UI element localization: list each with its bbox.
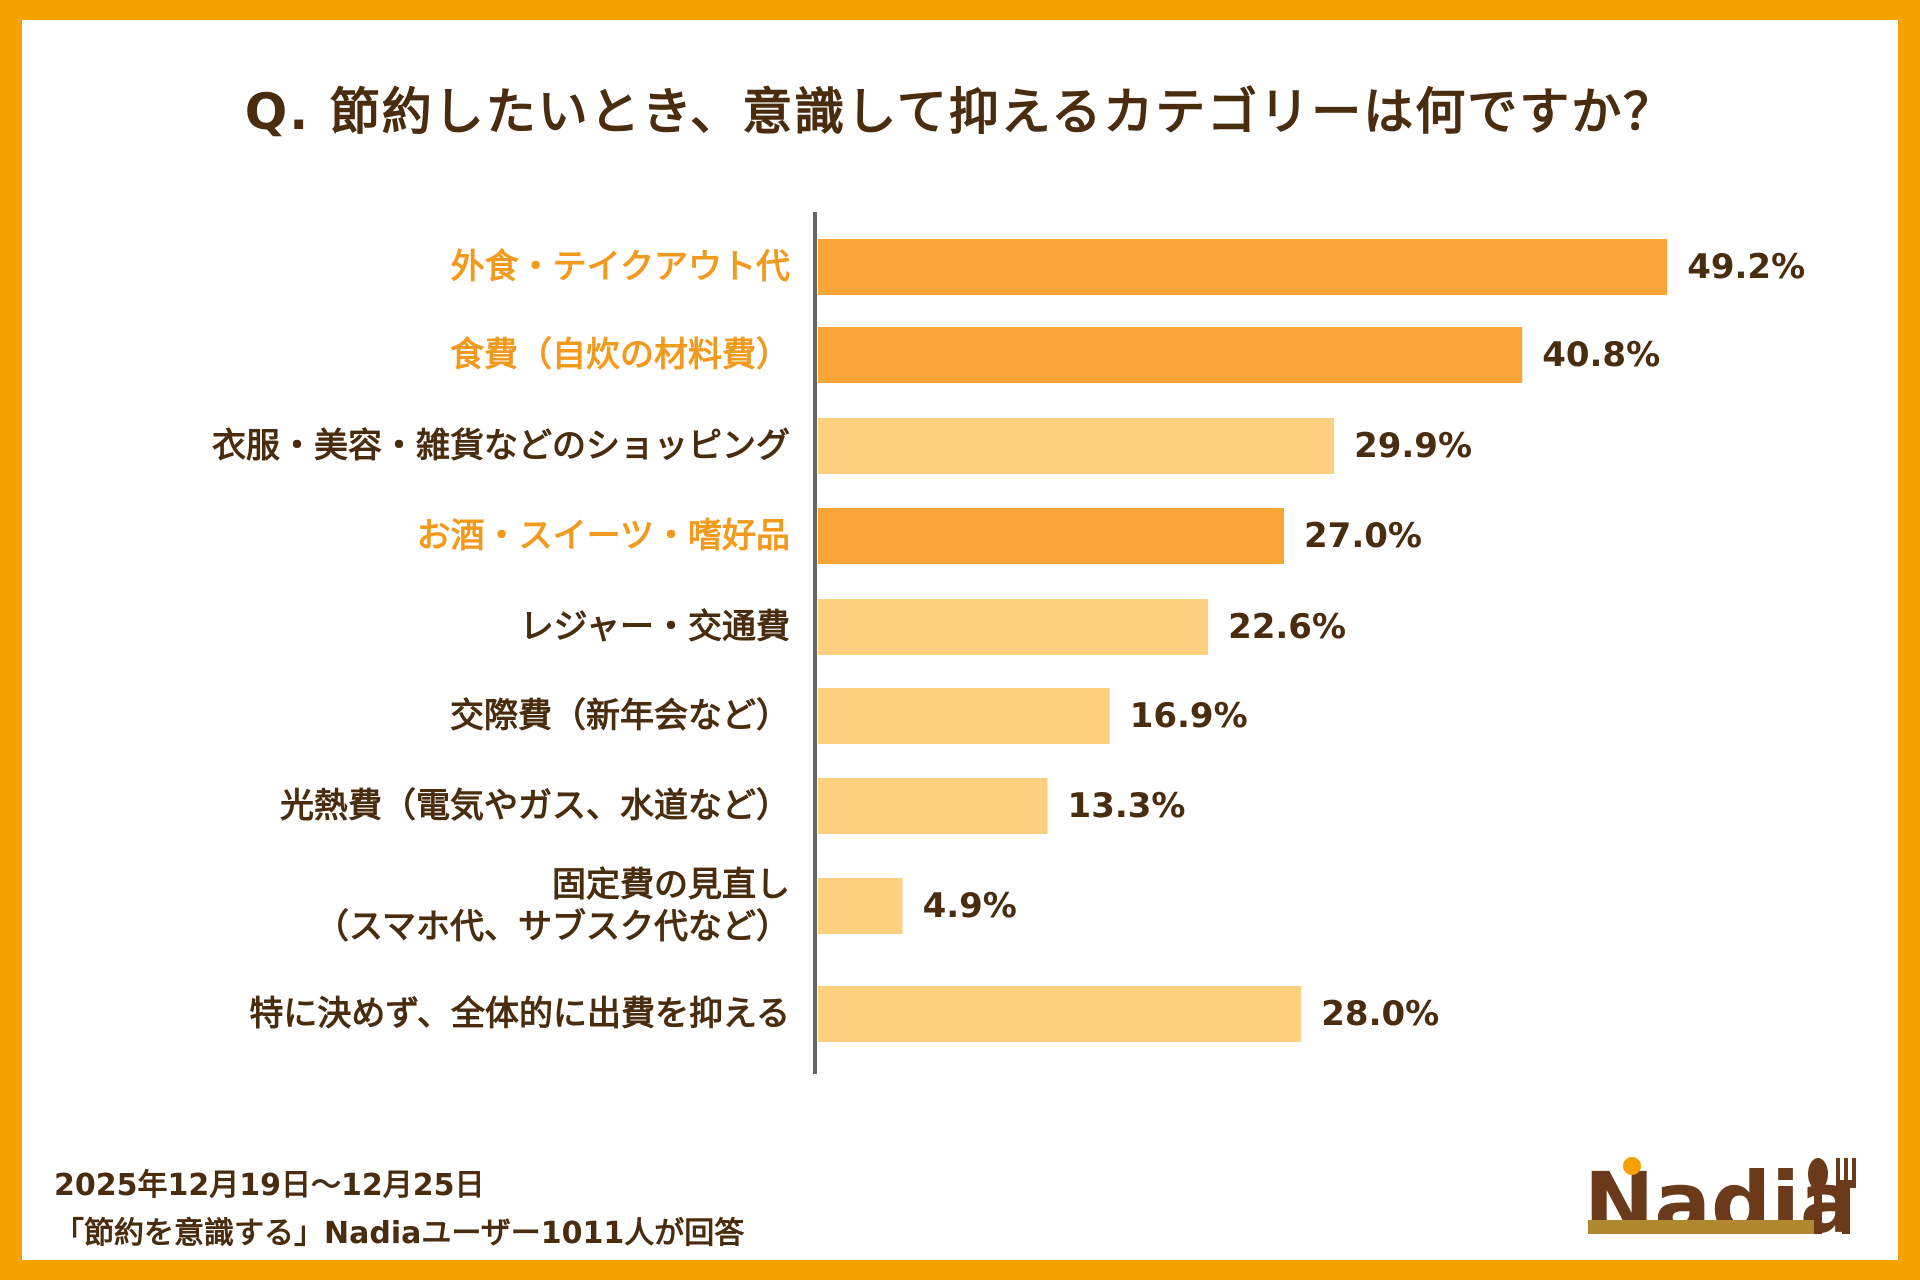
category-label: 食費（自炊の材料費） bbox=[450, 335, 790, 375]
bar bbox=[818, 239, 1668, 295]
bar bbox=[818, 778, 1048, 834]
value-label: 16.9% bbox=[1129, 696, 1248, 736]
survey-period: 2025年12月19日～12月25日 bbox=[54, 1168, 485, 1203]
category-label: 交際費（新年会など） bbox=[450, 696, 790, 736]
chart-title: Q. 節約したいとき、意識して抑えるカテゴリーは何ですか？ bbox=[244, 83, 1676, 141]
bar bbox=[818, 688, 1110, 744]
category-label: レジャー・交通費 bbox=[519, 607, 790, 647]
value-label: 4.9% bbox=[922, 886, 1017, 926]
value-label: 49.2% bbox=[1687, 247, 1806, 287]
nadia-logo: Nadia bbox=[1584, 1154, 1857, 1245]
value-label: 40.8% bbox=[1542, 335, 1661, 375]
value-label: 22.6% bbox=[1228, 607, 1347, 647]
bar bbox=[818, 327, 1523, 383]
value-label: 27.0% bbox=[1304, 516, 1422, 556]
category-label: 衣服・美容・雑貨などのショッピング bbox=[212, 426, 790, 466]
bar bbox=[818, 599, 1209, 655]
category-label: お酒・スイーツ・嗜好品 bbox=[416, 516, 790, 556]
bar bbox=[818, 508, 1285, 564]
category-label: 固定費の見直し （スマホ代、サブスク代など） bbox=[315, 865, 790, 947]
bar bbox=[818, 418, 1335, 474]
value-label: 13.3% bbox=[1067, 786, 1186, 826]
value-label: 29.9% bbox=[1354, 426, 1473, 466]
bar bbox=[818, 878, 903, 934]
value-label: 28.0% bbox=[1321, 994, 1440, 1034]
survey-note: 「節約を意識する」Nadiaユーザー1011人が回答 bbox=[54, 1216, 745, 1251]
category-label: 外食・テイクアウト代 bbox=[450, 247, 790, 287]
category-label: 特に決めず、全体的に出費を抑える bbox=[249, 994, 790, 1034]
bar bbox=[818, 986, 1302, 1042]
category-label: 光熱費（電気やガス、水道など） bbox=[280, 786, 790, 826]
